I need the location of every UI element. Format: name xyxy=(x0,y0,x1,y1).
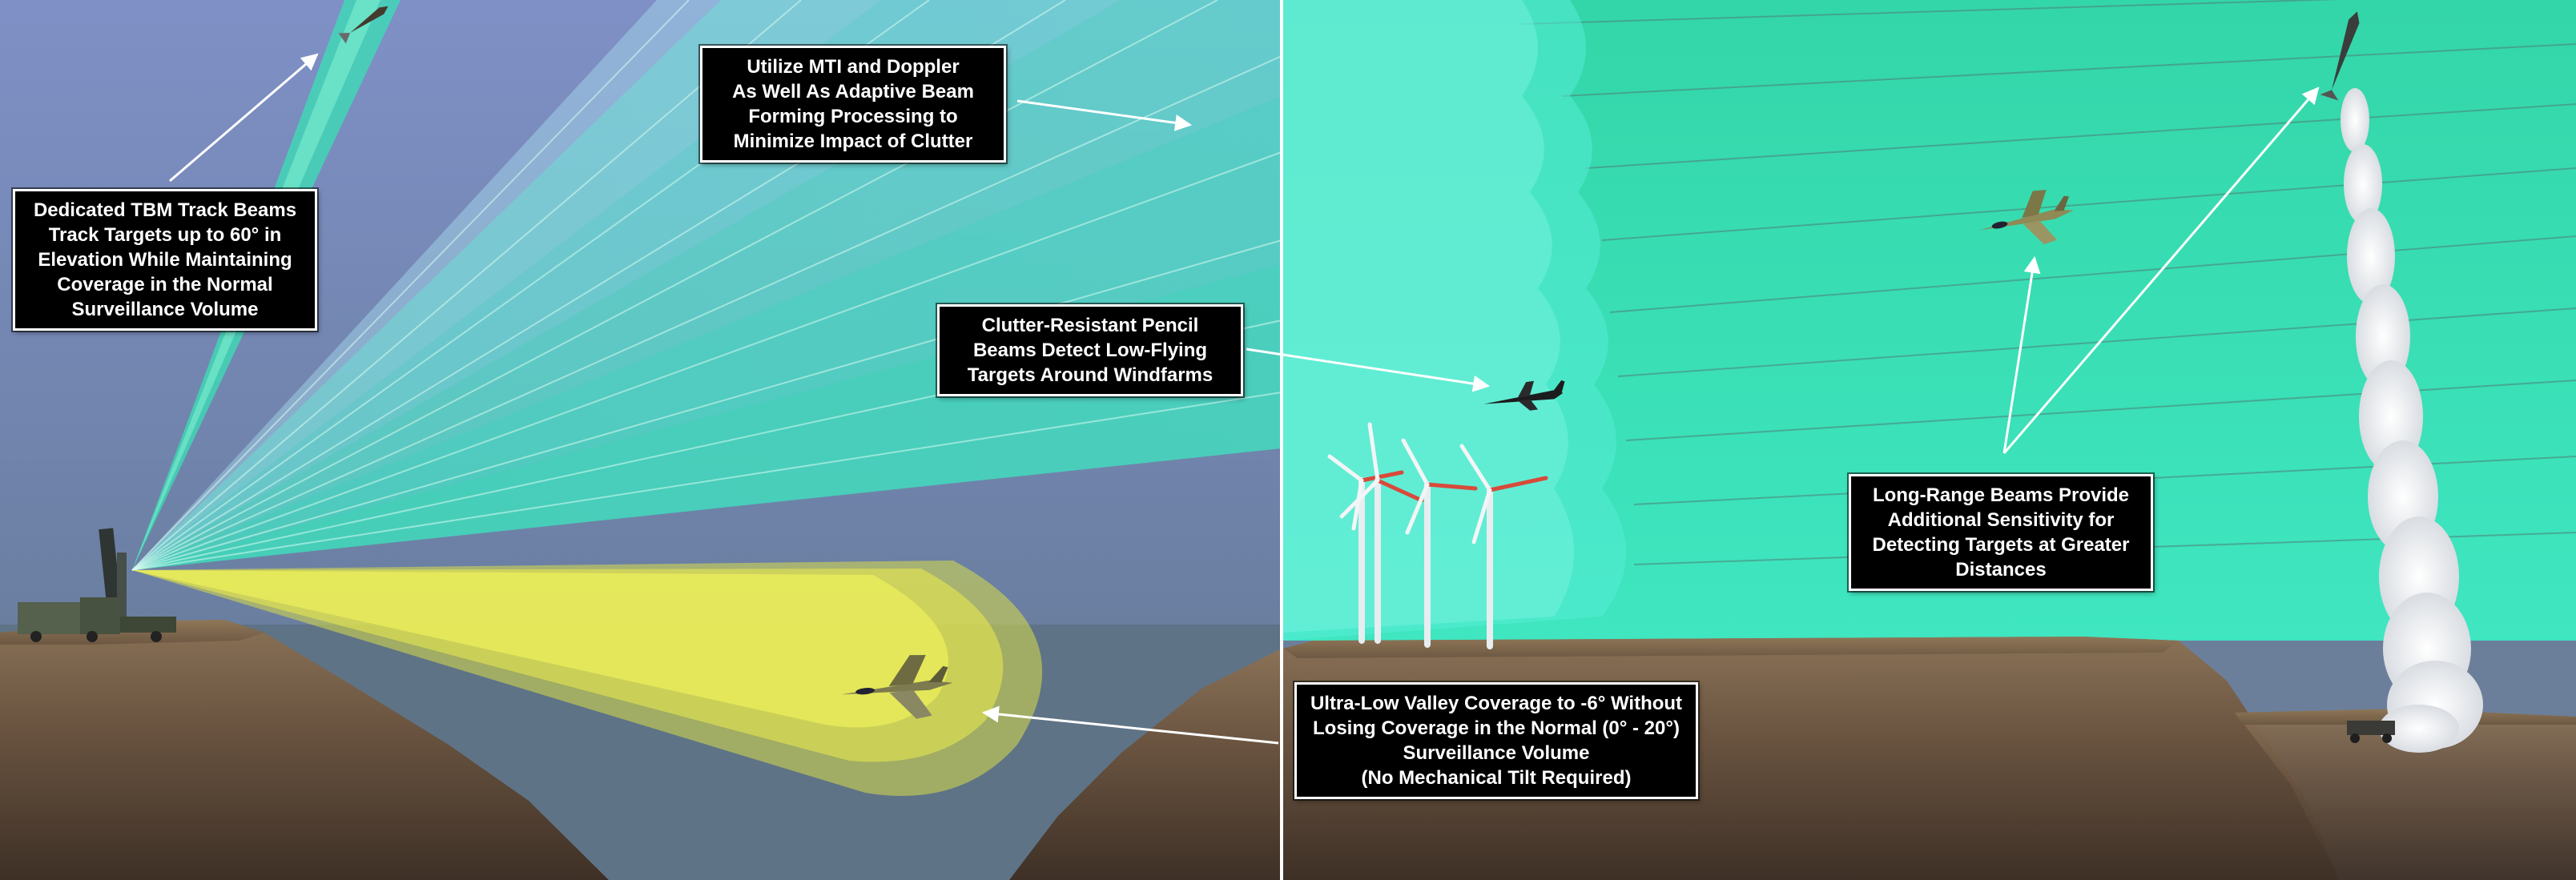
wind-turbine-icon xyxy=(1327,422,1548,649)
left-terrain xyxy=(0,620,1282,880)
launcher-vehicle-icon xyxy=(2347,721,2395,743)
valley-coverage-callout: Ultra-Low Valley Coverage to -6° Without… xyxy=(1294,682,1698,799)
ballistic-missile-icon xyxy=(2320,11,2360,101)
radar-array-icon xyxy=(18,528,176,642)
leader-lines xyxy=(169,53,2320,745)
pencil-beams-leader xyxy=(1246,348,1491,392)
missile-smoke-trail xyxy=(2341,88,2483,753)
long-range-leader-missile xyxy=(2002,86,2320,454)
small-aircraft-icon xyxy=(1483,380,1565,411)
long-range-callout: Long-Range Beams Provide Additional Sens… xyxy=(1849,474,2153,591)
mti-doppler-callout: Utilize MTI and Doppler As Well As Adapt… xyxy=(700,46,1006,163)
panel-divider xyxy=(1280,0,1283,880)
mti-doppler-leader xyxy=(1016,99,1193,131)
tbm-track-leader xyxy=(169,53,319,183)
fighter-jet-icon xyxy=(841,655,953,719)
ballistic-missile-icon xyxy=(338,6,388,44)
fighter-jet-icon xyxy=(1979,190,2074,245)
tbm-track-callout: Dedicated TBM Track Beams Track Targets … xyxy=(13,189,317,331)
valley-coverage-beam xyxy=(132,561,1043,796)
valley-coverage-leader xyxy=(981,705,1279,745)
long-range-leader-jet xyxy=(2002,255,2041,454)
pencil-beams-callout: Clutter-Resistant Pencil Beams Detect Lo… xyxy=(937,304,1243,396)
